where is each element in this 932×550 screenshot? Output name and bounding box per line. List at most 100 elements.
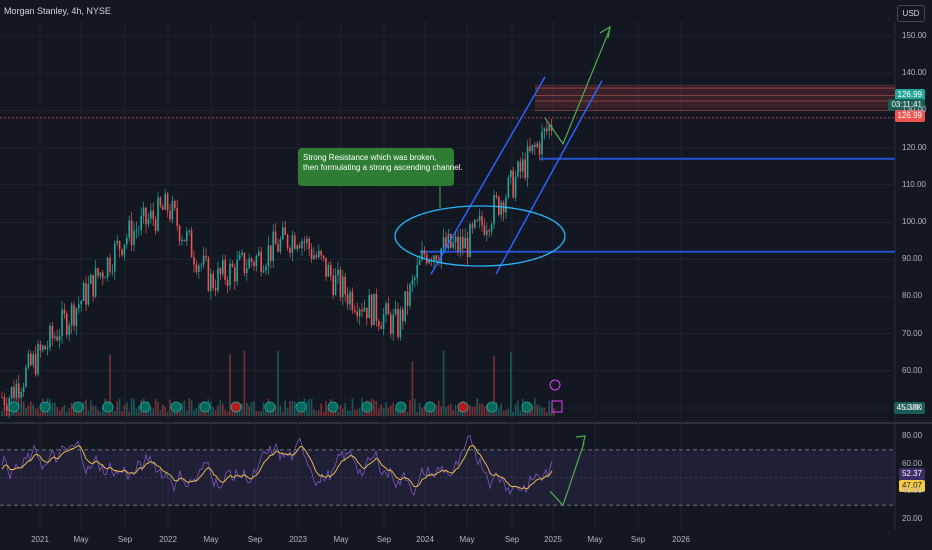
volume-bar (102, 405, 104, 416)
candle-body (332, 275, 334, 296)
candle-body (406, 291, 409, 306)
candle-body (392, 314, 394, 334)
candle-body (452, 242, 454, 248)
candle-body (133, 230, 135, 246)
volume-bar (486, 404, 488, 416)
candle-body (519, 161, 522, 172)
candle-body (394, 308, 397, 315)
candle-body (258, 251, 260, 257)
candle-body (166, 193, 169, 212)
candle-body (493, 195, 495, 225)
candle-body (546, 128, 548, 131)
candle-body (20, 392, 22, 398)
candle-body (507, 177, 510, 198)
annotation-callout: Strong Resistance which was broken, then… (298, 148, 463, 186)
candle-body (90, 274, 92, 285)
candle-body (483, 225, 486, 235)
volume-bar (478, 403, 481, 416)
volume-bar (229, 354, 231, 416)
candle-body (267, 245, 270, 267)
volume-bar (474, 406, 476, 416)
volume-bar (308, 399, 310, 416)
candle-body (262, 270, 265, 273)
volume-bar (128, 411, 130, 416)
candle-body (49, 325, 51, 348)
candle-body (87, 284, 90, 305)
volume-bar (133, 399, 135, 416)
volume-bar (66, 411, 68, 416)
candle-body (279, 239, 282, 252)
candle-body (370, 295, 373, 326)
volume-bar (502, 410, 505, 416)
candle-body (476, 219, 478, 221)
candle-body (188, 230, 190, 232)
candle-body (363, 307, 366, 312)
candle-body (322, 255, 325, 258)
candle-body (224, 260, 226, 280)
candle-body (282, 227, 284, 240)
candle-body (80, 300, 82, 305)
time-axis-label: 2025 (544, 535, 562, 544)
volume-bar (121, 411, 123, 416)
candle-body (241, 252, 243, 255)
candle-body (116, 240, 118, 244)
volume-bar (423, 406, 426, 416)
candle-body (265, 266, 267, 271)
volume-bar (375, 401, 378, 416)
volume-bar (548, 400, 550, 416)
projection-arrow (544, 28, 611, 146)
candle-body (447, 233, 450, 248)
candle-body (522, 159, 524, 172)
volume-bar (447, 405, 450, 416)
candle-body (219, 268, 222, 274)
volume-bar (176, 408, 178, 416)
volume-bar (164, 406, 166, 416)
volume-bar (298, 411, 301, 416)
earnings-marker (170, 401, 182, 413)
volume-bar (255, 410, 258, 416)
candle-body (210, 273, 212, 291)
candle-body (66, 313, 68, 335)
volume-bar (534, 398, 536, 416)
candle-body (339, 269, 342, 298)
volume-bar (351, 398, 354, 416)
volume-bar (349, 410, 351, 416)
volume-bar (27, 405, 30, 416)
currency-button[interactable]: USD (897, 5, 925, 22)
candle-body (474, 219, 476, 228)
candle-body (147, 218, 150, 225)
candle-body (157, 197, 159, 231)
candle-body (327, 265, 330, 277)
volume-bar (277, 351, 279, 416)
volume-bar (219, 400, 222, 416)
volume-bar (306, 401, 308, 416)
candle-body (320, 250, 322, 256)
candle-body (111, 271, 114, 273)
candle-body (18, 383, 20, 398)
candle-body (498, 196, 500, 215)
volume-bar (56, 407, 58, 416)
candle-body (126, 237, 128, 245)
candle-body (253, 262, 255, 267)
volume-bar (327, 408, 330, 416)
volume-bar (183, 400, 186, 416)
volume-bar (483, 405, 486, 416)
candle-body (411, 279, 414, 285)
candle-body (442, 237, 445, 249)
candle-body (183, 239, 186, 242)
volume-bar (452, 409, 454, 416)
candle-body (284, 227, 286, 235)
candle-body (106, 257, 109, 278)
volume-bar (130, 398, 133, 416)
candle-body (366, 307, 368, 319)
earnings-marker (361, 401, 373, 413)
candle-body (378, 321, 380, 327)
volume-bar (212, 406, 214, 416)
candle-body (543, 128, 546, 132)
rsi-axis-label: 20.00 (902, 514, 923, 523)
volume-bar (82, 401, 85, 416)
candle-body (99, 272, 102, 276)
candle-body (481, 216, 483, 226)
